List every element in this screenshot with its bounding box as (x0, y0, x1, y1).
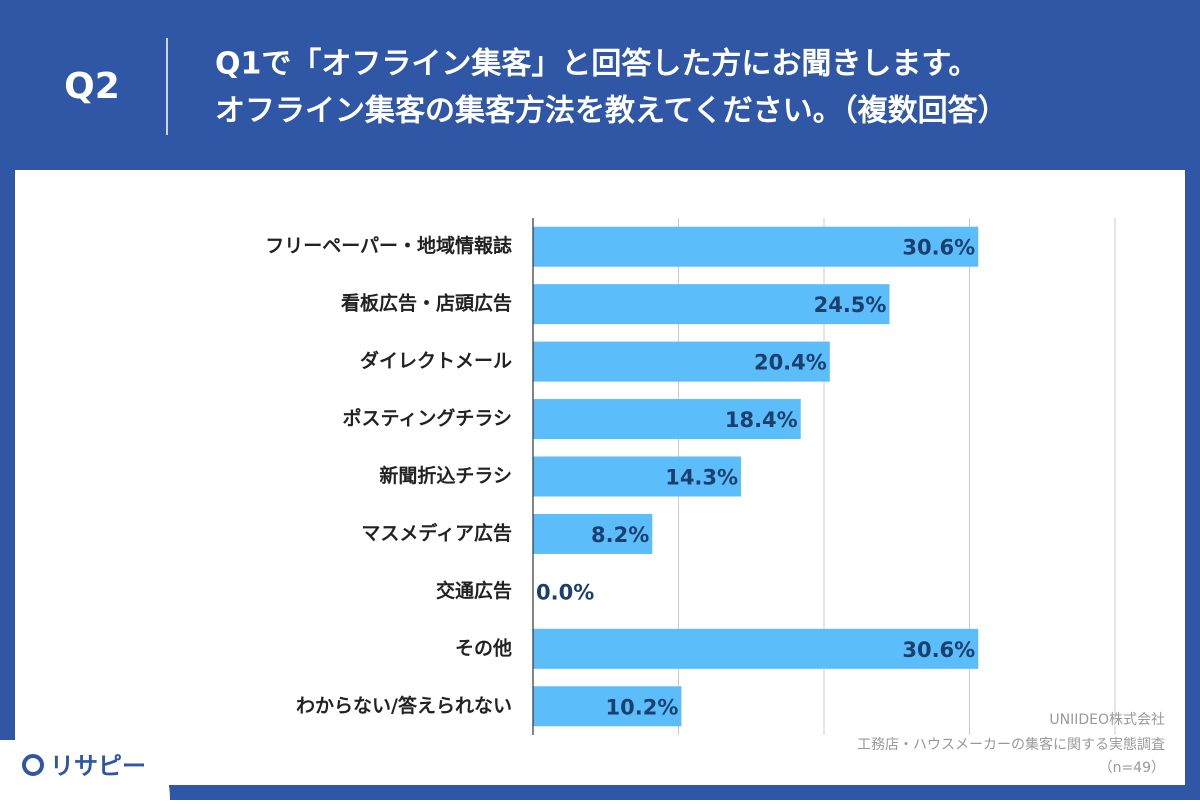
bar (533, 628, 979, 669)
logo-icon (22, 754, 44, 776)
value-label: 8.2% (591, 523, 649, 547)
bar (533, 456, 742, 497)
category-label: ポスティングチラシ (343, 407, 512, 430)
category-label: わからない/答えられない (296, 694, 512, 717)
bar (533, 226, 979, 267)
logo-text: リサピー (50, 752, 146, 780)
value-label: 24.5% (814, 293, 887, 317)
bar (533, 686, 682, 727)
category-label: その他 (455, 636, 512, 659)
value-label: 0.0% (536, 580, 594, 604)
logo-badge (0, 740, 170, 800)
bar (533, 284, 890, 325)
bar (533, 399, 801, 440)
category-label: 新聞折込チラシ (379, 464, 512, 487)
title-line: Q1で「オフライン集客」と回答した方にお聞きします。 (215, 47, 978, 82)
title-line: オフライン集客の集客方法を教えてください。（複数回答） (215, 94, 1008, 129)
value-label: 20.4% (754, 351, 827, 375)
value-label: 30.6% (902, 638, 975, 662)
source: 工務店・ハウスメーカーの集客に関する実態調査 (857, 736, 1165, 753)
value-label: 30.6% (902, 236, 975, 260)
category-label: マスメディア広告 (361, 521, 512, 544)
bar (533, 341, 830, 382)
value-label: 14.3% (665, 466, 738, 490)
value-label: 18.4% (725, 408, 798, 432)
bar (533, 513, 653, 554)
category-label: 交通広告 (436, 579, 512, 602)
question-number: Q2 (64, 66, 120, 107)
value-label: 10.2% (606, 695, 679, 719)
source: （n=49） (1099, 760, 1165, 776)
source: UNIIDEO株式会社 (1049, 712, 1165, 728)
category-label: 看板広告・店頭広告 (340, 292, 512, 315)
category-label: フリーペーパー・地域情報誌 (265, 234, 512, 257)
category-label: ダイレクトメール (360, 349, 512, 372)
